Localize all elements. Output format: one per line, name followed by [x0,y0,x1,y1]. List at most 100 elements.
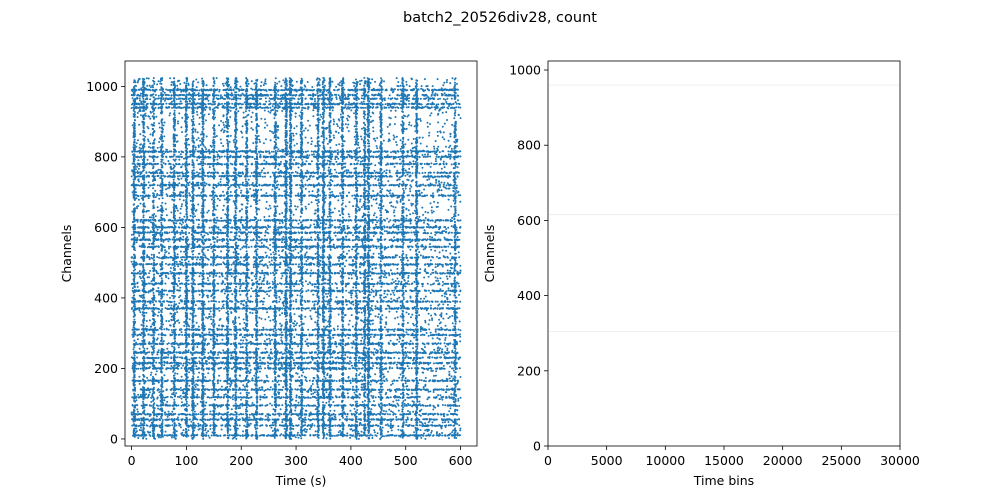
raster-spike-point [305,419,307,421]
raster-spike-point [283,396,285,398]
raster-spike-point [336,388,338,390]
raster-spike-point [315,334,317,336]
raster-spike-point [315,389,317,391]
raster-spike-point [407,419,409,421]
raster-spike-point [396,389,398,391]
raster-spike-point [371,435,373,437]
raster-spike-point [297,368,299,370]
raster-spike-point [377,290,379,292]
raster-spike-point [269,357,271,359]
raster-spike-point [195,329,197,331]
raster-spike-point [251,404,253,406]
raster-spike-point [163,328,165,330]
raster-spike-point [305,362,307,364]
raster-spike-point [333,380,335,382]
raster-spike-point [239,329,241,331]
raster-spike-point [373,413,375,415]
raster-spike-point [336,435,338,437]
raster-spike-point [155,414,157,416]
raster-spike-point [421,379,423,381]
raster-spike-point [312,396,314,398]
raster-spike-point [335,425,337,427]
raster-spike-point [458,418,460,420]
raster-spike-point [397,405,399,407]
raster-spike-point [437,425,439,427]
raster-spike-point [270,368,272,370]
raster-spike-point [138,418,140,420]
raster-spike-point [295,301,297,303]
raster-spike-point [197,329,199,331]
raster-spike-point [429,418,431,420]
raster-spike-point [281,290,283,292]
raster-spike-point [305,405,307,407]
raster-spike-point [282,334,284,336]
raster-spike-point [459,434,461,436]
raster-spike-point [375,424,377,426]
raster-spike-point [198,300,200,302]
raster-spike-point [308,356,310,358]
raster-spike-point [391,367,393,369]
raster-spike-point [292,368,294,370]
raster-spike-point [386,308,388,310]
raster-spike-point [387,290,389,292]
raster-spike-point [360,352,362,354]
raster-spike-point [405,413,407,415]
raster-spike-point [230,334,232,336]
raster-spike-point [137,334,139,336]
raster-spike-point [313,425,315,427]
raster-spike-point [387,413,389,415]
raster-spike-point [382,301,384,303]
raster-spike-point [405,434,407,436]
raster-spike-point [346,435,348,437]
raster-spike-point [311,290,313,292]
raster-spike-point [436,308,438,310]
raster-spike-point [208,362,210,364]
raster-spike-point [433,419,435,421]
raster-spike-point [166,308,168,310]
raster-spike-point [347,362,349,364]
raster-spike-point [166,425,168,427]
raster-spike-point [218,301,220,303]
raster-spike-point [408,367,410,369]
raster-spike-point [409,351,411,353]
raster-spike-point [280,424,282,426]
raster-spike-point [197,308,199,310]
raster-spike-point [444,404,446,406]
raster-spike-point [253,389,255,391]
raster-spike-point [393,413,395,415]
raster-spike-point [303,405,305,407]
raster-spike-point [349,308,351,310]
raster-spike-point [140,368,142,370]
raster-spike-point [205,435,207,437]
raster-spike-point [140,334,142,336]
raster-spike-point [207,389,209,391]
raster-spike-point [269,389,271,391]
raster-spike-point [375,329,377,331]
raster-spike-point [428,342,430,344]
raster-spike-point [313,329,315,331]
raster-spike-point [438,389,440,391]
raster-spike-point [350,397,352,399]
raster-spike-point [437,290,439,292]
raster-spike-point [451,368,453,370]
raster-spike-point [314,351,316,353]
raster-spike-point [275,329,277,331]
raster-spike-point [381,413,383,415]
raster-spike-point [294,388,296,390]
raster-spike-point [136,343,138,345]
raster-spike-point [374,404,376,406]
raster-spike-point [209,404,211,406]
raster-spike-point [205,290,207,292]
raster-spike-point [249,308,251,310]
raster-spike-point [259,405,261,407]
raster-spike-point [347,308,349,310]
raster-spike-point [280,308,282,310]
raster-spike-point [362,300,364,302]
raster-spike-point [259,413,261,415]
raster-spike-point [159,418,161,420]
raster-spike-point [410,329,412,331]
raster-spike-point [390,396,392,398]
raster-spike-point [394,352,396,354]
raster-spike-point [259,329,261,331]
raster-spike-point [432,435,434,437]
